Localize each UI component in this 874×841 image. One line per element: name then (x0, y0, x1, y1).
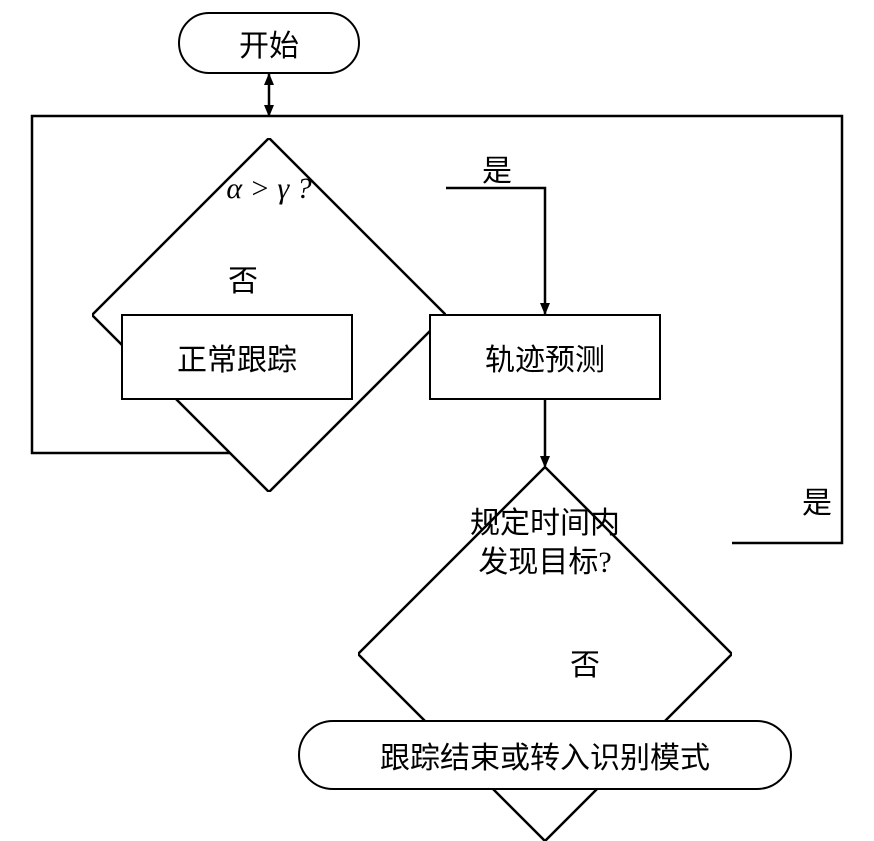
start-label: 开始 (239, 21, 299, 65)
process-trajectory-predict: 轨迹预测 (429, 314, 661, 400)
process-predict-label: 轨迹预测 (485, 335, 605, 379)
end-node: 跟踪结束或转入识别模式 (298, 720, 792, 790)
decision2-label: 规定时间内 发现目标? (470, 504, 620, 582)
label-yes-2: 是 (802, 478, 832, 522)
label-yes-1: 是 (482, 146, 512, 190)
label-no-2: 否 (570, 640, 600, 684)
decision-alpha-gamma: α > γ ? (92, 138, 446, 238)
process-normal-track: 正常跟踪 (121, 314, 353, 400)
flowchart-container: 开始 α > γ ? 正常跟踪 轨迹预测 规定时间内 发现目标? 跟踪结束或转入… (0, 0, 874, 826)
label-no-1: 否 (228, 256, 258, 300)
decision1-label: α > γ ? (226, 169, 311, 208)
end-label: 跟踪结束或转入识别模式 (380, 733, 710, 777)
decision-found-target: 规定时间内 发现目标? (358, 467, 732, 619)
process-track-label: 正常跟踪 (177, 335, 297, 379)
start-node: 开始 (178, 12, 360, 74)
